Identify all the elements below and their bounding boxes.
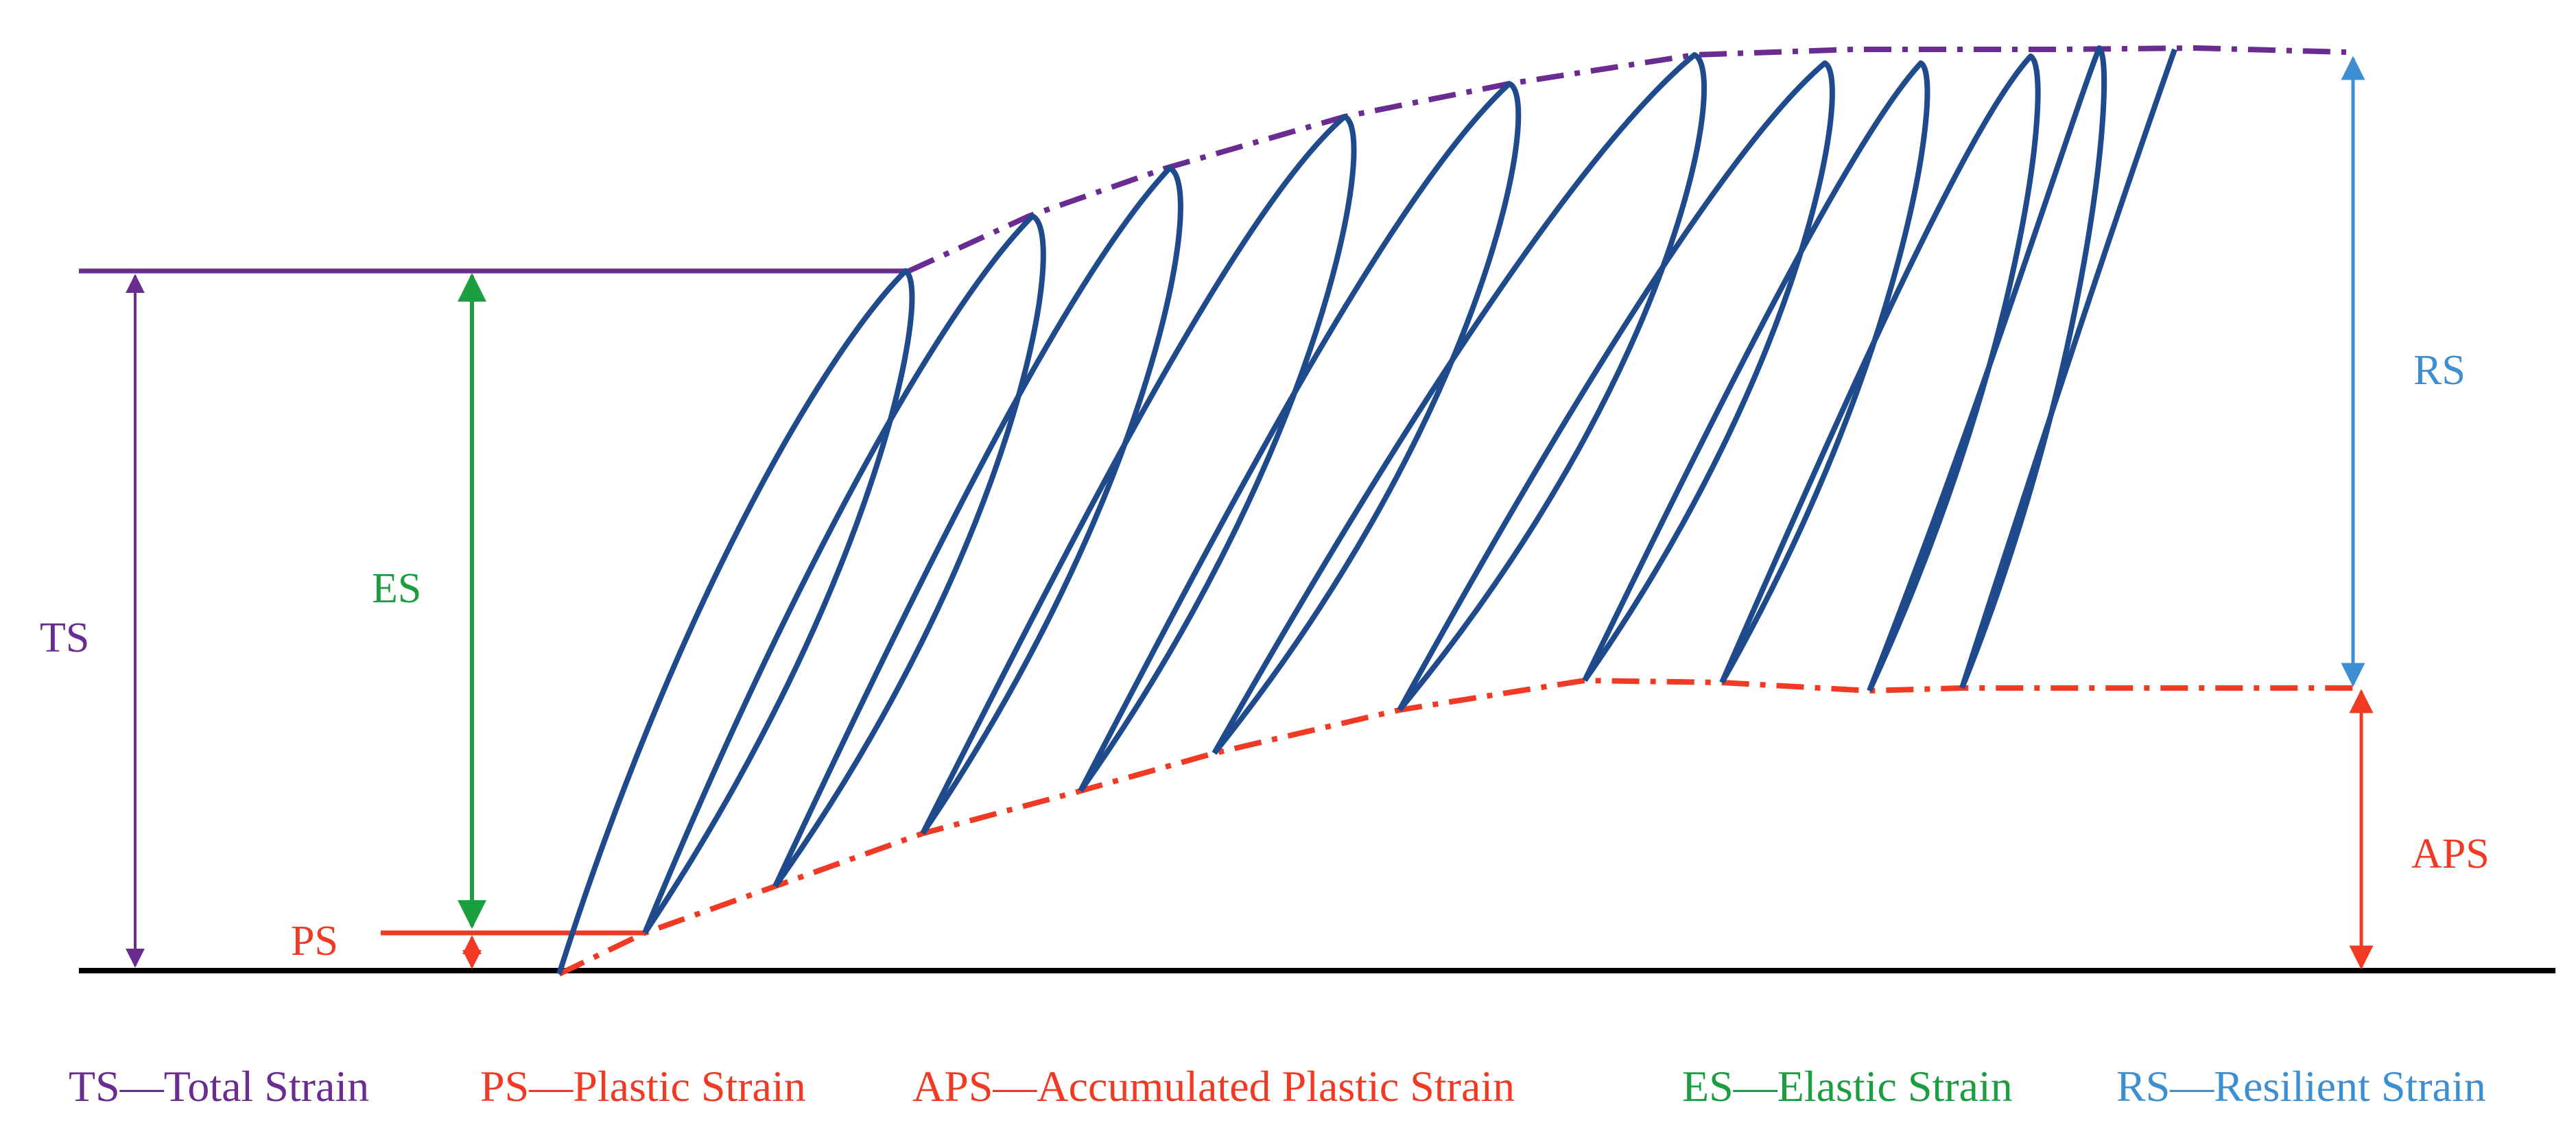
upper-envelope-curve [908,45,2347,274]
loading-loop-10 [1867,45,2107,692]
loading-loop-2 [642,213,1046,934]
legend-resilient-strain: RS—Resilient Strain [2116,1062,2486,1111]
loading-loop-7 [1397,60,1835,711]
loading-loop-3 [772,165,1183,888]
es-label: ES [372,565,421,612]
accumulated-plastic-strain-curve [558,677,2353,977]
rs-label: RS [2413,347,2466,394]
hysteresis-loops [556,45,2177,975]
legend-elastic-strain: ES—Elastic Strain [1682,1062,2013,1111]
ts-label: TS [40,615,89,661]
loading-loop-6 [1212,52,1708,755]
ps-label: PS [291,918,338,964]
loading-loop-4 [920,114,1357,835]
loading-loop-1 [556,268,915,975]
legend-accumulated-plastic-strain: APS—Accumulated Plastic Strain [912,1062,1515,1111]
loading-loop-8 [1582,60,1930,684]
unloading-tail [1959,48,2177,689]
legend-total-strain: TS—Total Strain [69,1062,369,1111]
loading-loop-5 [1078,81,1522,792]
legend-plastic-strain: PS—Plastic Strain [480,1062,806,1111]
aps-label: APS [2411,831,2490,877]
